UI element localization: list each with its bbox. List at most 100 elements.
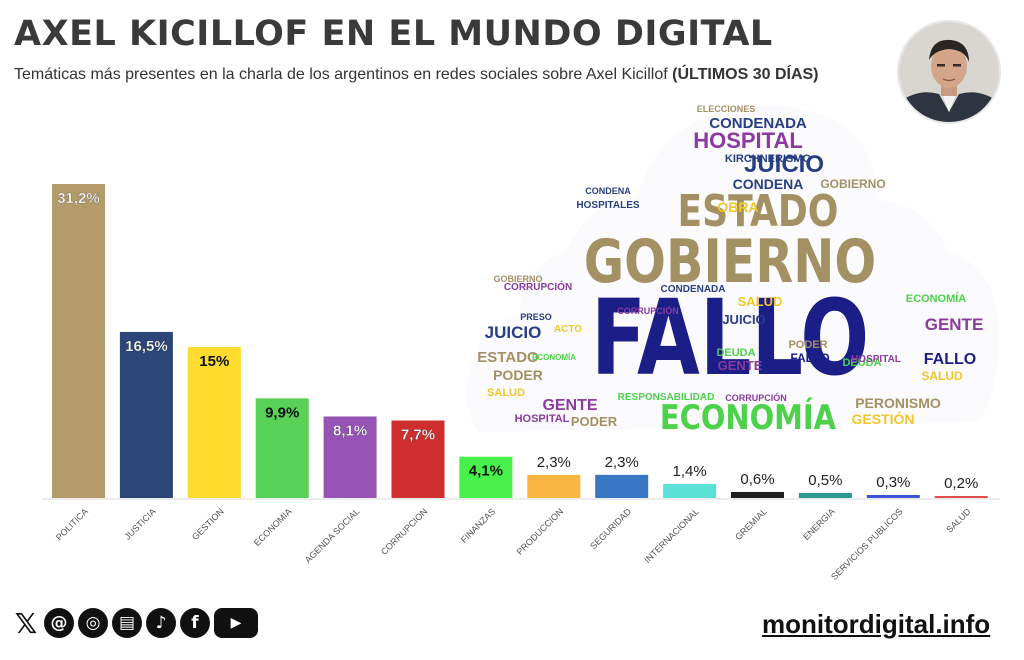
cloud-word: ECONOMÍA (660, 397, 837, 438)
data-label: 31,2% (57, 190, 100, 207)
x-tick-label: SALUD (944, 506, 973, 535)
cloud-word: HOSPITAL (515, 413, 570, 425)
cloud-word: ESTADO (477, 349, 539, 366)
cloud-word: ECONOMÍA (906, 292, 967, 305)
x-tick-label: INTERNACIONAL (642, 506, 701, 565)
cloud-word: FALLO (790, 351, 829, 365)
cloud-word: HOSPITALES (576, 200, 639, 211)
instagram-icon[interactable]: ◎ (78, 608, 108, 638)
cloud-word: CONDENA (733, 176, 804, 192)
x-icon[interactable]: 𝕏 (14, 606, 38, 640)
cloud-word: JUICIO (485, 323, 542, 342)
cloud-word: ESTADO (678, 187, 839, 237)
data-label: 2,3% (605, 454, 639, 471)
subtitle-period: (ÚLTIMOS 30 DÍAS) (672, 66, 819, 83)
cloud-word: CONDENA (585, 186, 631, 196)
cloud-word: PRESO (520, 312, 552, 322)
facebook-icon[interactable]: f (180, 608, 210, 638)
x-tick-label: ECONOMIA (252, 506, 294, 548)
cloud-word: SALUD (738, 294, 783, 309)
cloud-word: SALUD (487, 387, 525, 399)
word-cloud: FALLOGOBIERNOESTADOECONOMÍAHOSPITALJUICI… (466, 104, 1000, 438)
cloud-word: DEUDA (842, 357, 881, 369)
cloud-word: CORRUPCIÓN (725, 392, 787, 403)
tiktok-icon[interactable]: ♪ (146, 608, 176, 638)
bar-economia (255, 398, 309, 498)
bar-chart: 31,2% POLITICA 16,5% JUSTICIA 15% GESTION 9,9%… (42, 184, 1000, 582)
cloud-word: GESTIÓN (851, 410, 914, 427)
x-tick-label: CORRUPCION (379, 506, 430, 557)
data-label: 4,1% (469, 463, 503, 480)
cloud-word: CORRUPCIÓN (617, 305, 679, 316)
x-tick-label: JUSTICIA (122, 506, 157, 541)
cloud-word: FALLO (591, 277, 869, 399)
page-title: AXEL KICILLOF EN EL MUNDO DIGITAL (14, 14, 773, 54)
bar-servicios-publicos (866, 494, 920, 498)
cloud-word: GENTE (925, 315, 984, 334)
data-label: 0,5% (808, 472, 842, 489)
x-tick-label: ENERGIA (801, 506, 837, 542)
cloud-word: GENTE (718, 358, 763, 373)
data-label: 2,3% (537, 454, 571, 471)
cloud-word: GOBIERNO (493, 274, 542, 284)
x-tick-label: AGENDA SOCIAL (303, 506, 362, 565)
x-tick-label: POLITICA (54, 506, 90, 542)
page-subtitle: Temáticas más presentes en la charla de … (14, 66, 819, 84)
youtube-icon[interactable]: ▶ (214, 608, 258, 638)
cloud-word: CORRUPCIÓN (504, 280, 572, 293)
x-tick-label: GESTION (190, 506, 226, 542)
cloud-word: FALLO (924, 351, 976, 368)
bar-politica (52, 184, 105, 498)
x-tick-label: GREMIAL (733, 506, 769, 542)
cloud-word: CONDENADA (709, 115, 807, 132)
cloud-word: SALUD (921, 369, 963, 383)
cloud-word: HOSPITAL (851, 354, 901, 365)
cloud-word: PODER (571, 414, 618, 429)
data-label: 0,6% (740, 471, 774, 488)
cloud-word: PODER (788, 339, 827, 351)
data-label: 0,3% (876, 474, 910, 491)
x-tick-label: SERVICIOS PUBLICOS (829, 506, 905, 582)
cloud-word: CONDENADA (661, 284, 726, 295)
data-label: 8,1% (333, 422, 367, 439)
data-label: 16,5% (125, 338, 168, 355)
cloud-word: HOSPITAL (693, 128, 803, 153)
bar-agenda-social (323, 416, 377, 498)
bar-internacional (663, 483, 717, 498)
cloud-word: PERONISMO (855, 395, 941, 411)
subtitle-main: Temáticas más presentes en la charla de … (14, 66, 668, 83)
cloud-word: ACTO (554, 324, 582, 335)
x-tick-label: PRODUCCION (515, 506, 566, 557)
threads-icon[interactable]: @ (44, 608, 74, 638)
x-tick-label: FINANZAS (459, 506, 498, 545)
cloud-word: KIRCHNERISMO (725, 153, 812, 165)
x-tick-label: SEGURIDAD (588, 506, 633, 551)
data-label: 9,9% (265, 404, 299, 421)
cloud-word: GOBIERNO (820, 177, 885, 191)
bar-energia (798, 492, 852, 498)
bar-gremial (731, 491, 784, 498)
bar-salud (934, 495, 988, 498)
cloud-word: JUICIO (744, 151, 824, 178)
cloud-word: JUICIO (722, 312, 765, 327)
data-label: 0,2% (944, 475, 978, 492)
bar-corrupcion (391, 420, 445, 498)
cloud-word: PODER (493, 367, 543, 383)
data-label: 7,7% (401, 427, 435, 444)
cloud-word: RESPONSABILIDAD (618, 392, 715, 403)
site-link[interactable]: monitordigital.info (762, 609, 991, 639)
cloud-word: OBRA (717, 199, 758, 215)
cloud-word: GENTE (542, 397, 597, 414)
cloud-word: ELECCIONES (697, 104, 756, 114)
cloud-word: GOBIERNO (584, 226, 876, 296)
bar-gestion (187, 347, 241, 498)
data-label: 1,4% (672, 463, 706, 480)
cloud-word: ECONOMÍA (532, 353, 576, 362)
avatar (897, 20, 1001, 124)
cloud-shape (466, 105, 1000, 432)
news-icon[interactable]: ▤ (112, 608, 142, 638)
bar-finanzas (459, 456, 513, 498)
data-label: 15% (199, 353, 229, 370)
cloud-word: DEUDA (716, 347, 755, 359)
bar-justicia (119, 331, 173, 498)
